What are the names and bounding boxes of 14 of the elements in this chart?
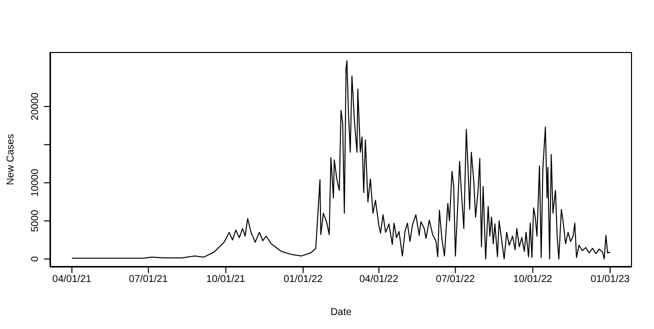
x-tick-label: 01/01/23 <box>590 274 630 286</box>
x-tick-label: 01/01/22 <box>284 274 324 286</box>
y-axis-title: New Cases <box>6 134 17 186</box>
y-tick-label: 5000 <box>30 209 41 232</box>
y-tick-label: 10000 <box>30 168 41 197</box>
x-tick-label: 07/01/21 <box>128 274 168 286</box>
x-tick-label: 04/01/21 <box>52 274 92 286</box>
x-tick-label: 04/01/22 <box>359 274 399 286</box>
x-tick-label: 07/01/22 <box>436 274 476 286</box>
x-tick-label: 10/01/22 <box>513 274 553 286</box>
y-tick-label: 20000 <box>30 92 41 120</box>
x-tick-label: 10/01/21 <box>206 274 246 286</box>
x-axis-title: Date <box>330 307 352 318</box>
y-tick-label: 0 <box>30 256 41 262</box>
